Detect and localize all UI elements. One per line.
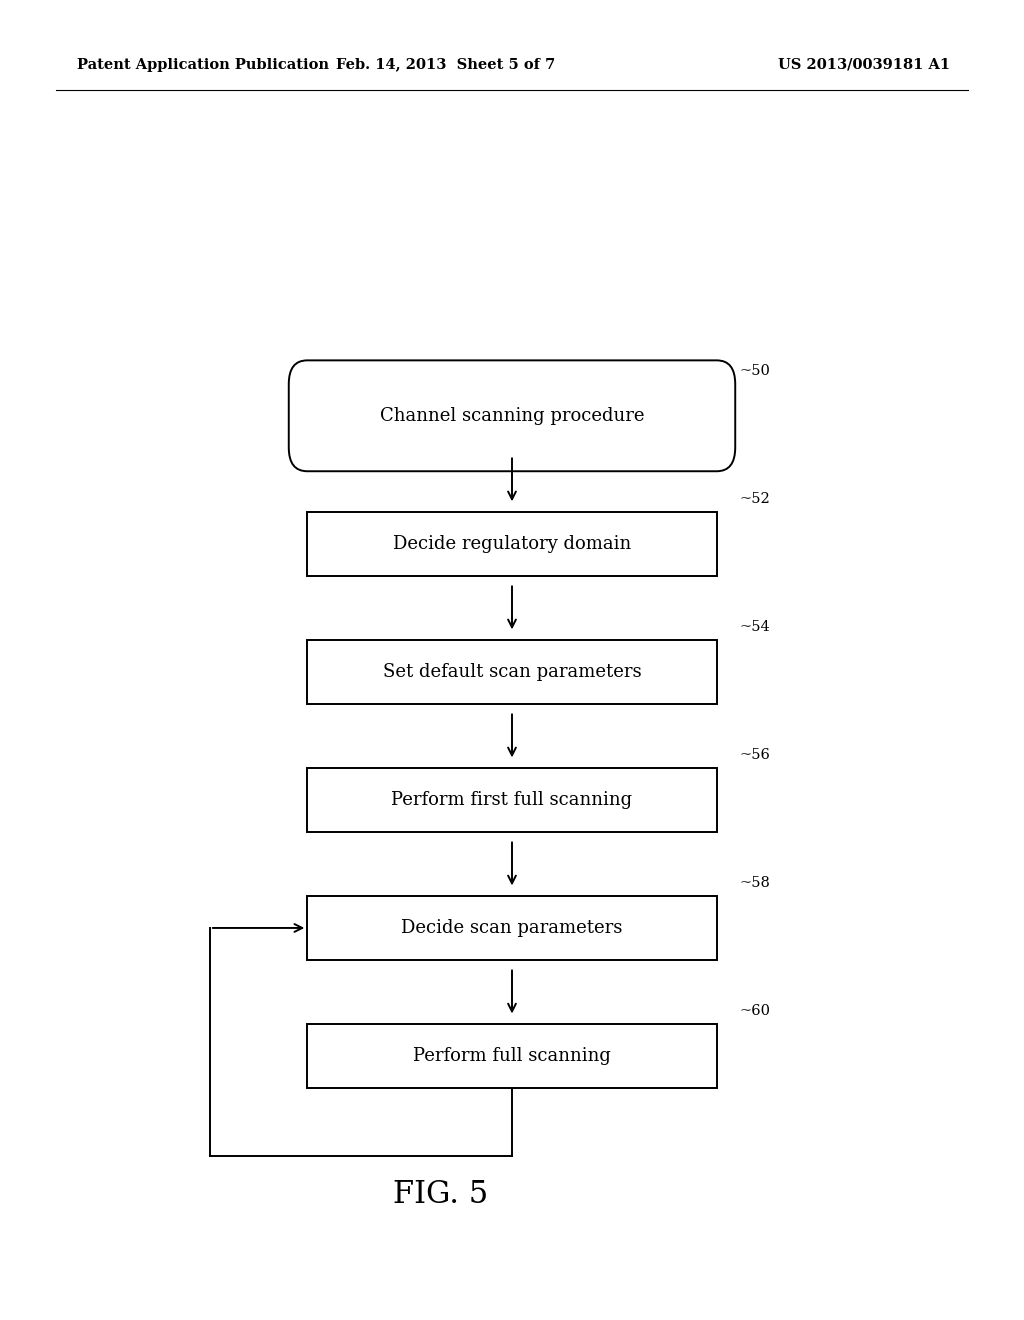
Text: Perform first full scanning: Perform first full scanning	[391, 791, 633, 809]
FancyBboxPatch shape	[307, 640, 717, 704]
Text: Feb. 14, 2013  Sheet 5 of 7: Feb. 14, 2013 Sheet 5 of 7	[336, 58, 555, 71]
FancyBboxPatch shape	[289, 360, 735, 471]
Text: US 2013/0039181 A1: US 2013/0039181 A1	[778, 58, 950, 71]
Text: FIG. 5: FIG. 5	[392, 1179, 488, 1210]
FancyBboxPatch shape	[307, 1024, 717, 1088]
Text: Set default scan parameters: Set default scan parameters	[383, 663, 641, 681]
Text: Decide regulatory domain: Decide regulatory domain	[393, 535, 631, 553]
Text: ~58: ~58	[739, 875, 770, 890]
Text: ~52: ~52	[739, 491, 770, 506]
Text: Decide scan parameters: Decide scan parameters	[401, 919, 623, 937]
Text: Channel scanning procedure: Channel scanning procedure	[380, 407, 644, 425]
FancyBboxPatch shape	[307, 768, 717, 832]
Text: ~50: ~50	[739, 363, 770, 378]
Text: Perform full scanning: Perform full scanning	[413, 1047, 611, 1065]
FancyBboxPatch shape	[307, 896, 717, 960]
FancyBboxPatch shape	[307, 512, 717, 576]
Text: ~56: ~56	[739, 747, 770, 762]
Text: ~60: ~60	[739, 1003, 770, 1018]
Text: Patent Application Publication: Patent Application Publication	[77, 58, 329, 71]
Text: ~54: ~54	[739, 619, 770, 634]
